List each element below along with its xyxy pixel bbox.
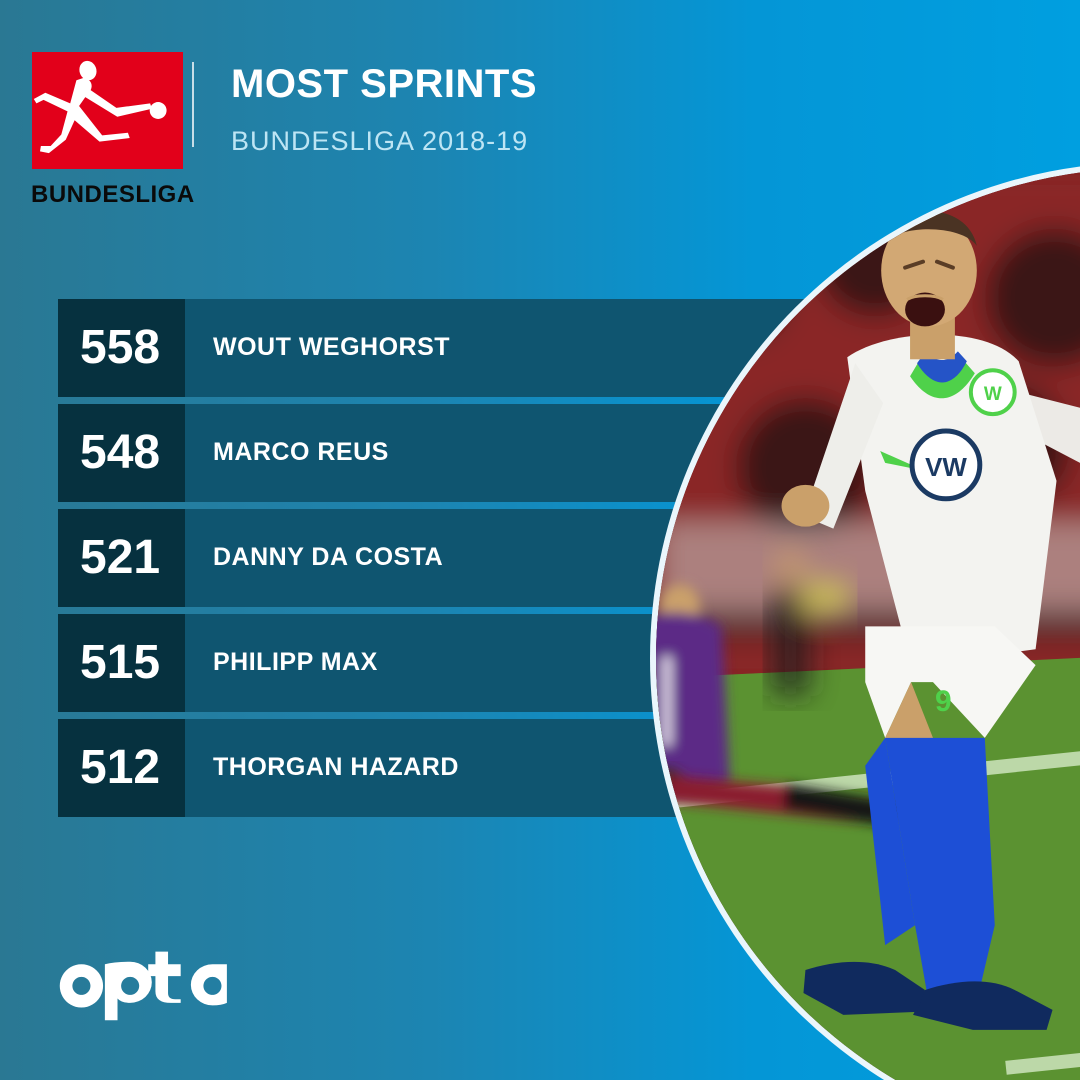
svg-text:VW: VW	[925, 453, 967, 481]
svg-text:9: 9	[935, 685, 952, 718]
svg-text:W: W	[984, 384, 1002, 405]
